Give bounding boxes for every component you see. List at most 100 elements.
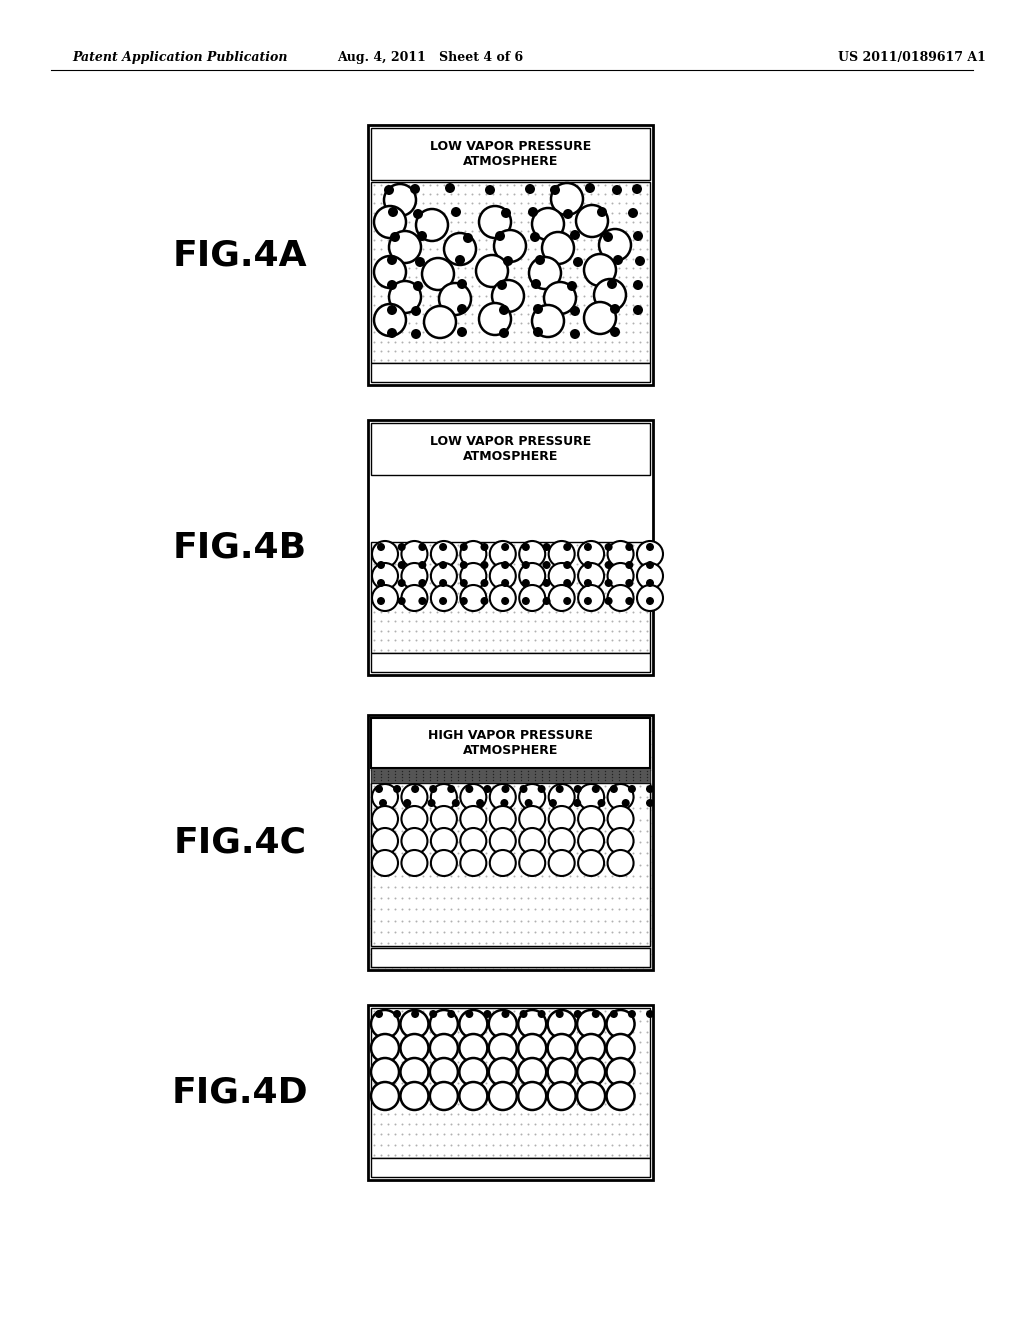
Point — [520, 535, 537, 556]
Point — [499, 899, 515, 920]
Point — [464, 220, 480, 242]
Point — [575, 797, 592, 818]
Point — [464, 921, 480, 942]
Point — [541, 1063, 557, 1084]
Point — [575, 620, 592, 642]
Point — [463, 760, 479, 781]
Point — [625, 876, 641, 898]
Point — [520, 1020, 537, 1041]
Point — [457, 183, 473, 205]
Point — [604, 267, 621, 288]
Point — [639, 630, 655, 651]
Point — [534, 248, 550, 269]
Point — [377, 747, 393, 768]
Point — [380, 775, 396, 796]
Point — [621, 865, 637, 886]
Point — [617, 611, 634, 632]
Point — [373, 239, 389, 260]
Point — [604, 276, 621, 297]
Point — [398, 734, 415, 755]
Point — [398, 865, 415, 886]
Point — [387, 220, 403, 242]
Point — [366, 1093, 382, 1114]
Point — [499, 322, 515, 343]
Point — [604, 1123, 621, 1144]
Point — [464, 202, 480, 223]
Point — [400, 639, 417, 660]
Point — [599, 931, 615, 952]
Circle shape — [393, 785, 401, 793]
Point — [450, 276, 466, 297]
Point — [562, 1114, 579, 1135]
Point — [625, 591, 641, 612]
Circle shape — [374, 256, 406, 288]
Point — [366, 573, 382, 594]
Point — [562, 239, 579, 260]
Point — [632, 620, 648, 642]
Point — [484, 799, 501, 820]
Point — [526, 1020, 543, 1041]
Point — [541, 620, 557, 642]
Point — [394, 611, 411, 632]
Point — [415, 230, 431, 251]
Point — [555, 1123, 571, 1144]
Point — [617, 1001, 634, 1022]
Circle shape — [384, 183, 416, 216]
Point — [520, 957, 537, 978]
Text: FIG.4D: FIG.4D — [172, 1076, 308, 1110]
Point — [406, 838, 422, 859]
Point — [506, 878, 522, 899]
Point — [549, 825, 565, 846]
Point — [562, 1001, 579, 1022]
Point — [535, 787, 551, 808]
Circle shape — [372, 564, 398, 589]
Point — [610, 820, 627, 841]
Point — [548, 899, 564, 920]
Point — [478, 1082, 495, 1104]
Point — [420, 799, 436, 820]
Point — [442, 1144, 459, 1166]
Point — [604, 535, 621, 556]
Point — [535, 734, 551, 755]
Point — [427, 760, 443, 781]
Point — [464, 322, 480, 343]
Point — [484, 1011, 501, 1032]
Point — [542, 774, 558, 795]
Point — [499, 1114, 515, 1135]
Circle shape — [607, 807, 634, 832]
Point — [578, 931, 594, 952]
Point — [400, 770, 417, 791]
Point — [499, 239, 515, 260]
Point — [377, 721, 393, 742]
Point — [373, 639, 389, 660]
Circle shape — [479, 206, 511, 238]
Point — [427, 865, 443, 886]
Point — [568, 770, 585, 791]
Circle shape — [518, 1034, 546, 1063]
Point — [499, 183, 515, 205]
Point — [506, 1104, 522, 1125]
Point — [635, 825, 651, 846]
Point — [625, 535, 641, 556]
Point — [413, 838, 429, 859]
Point — [639, 591, 655, 612]
Point — [575, 331, 592, 352]
Point — [590, 220, 606, 242]
Point — [442, 248, 459, 269]
Point — [377, 851, 393, 873]
Point — [548, 193, 564, 214]
Point — [492, 1144, 508, 1166]
Point — [464, 313, 480, 334]
Point — [499, 1072, 515, 1093]
Point — [610, 760, 627, 781]
Point — [578, 851, 594, 873]
Point — [526, 1104, 543, 1125]
Point — [625, 285, 641, 306]
Point — [513, 1144, 529, 1166]
Point — [632, 820, 648, 841]
Point — [471, 564, 487, 585]
Point — [373, 230, 389, 251]
Point — [400, 564, 417, 585]
Point — [548, 564, 564, 585]
Point — [549, 734, 565, 755]
